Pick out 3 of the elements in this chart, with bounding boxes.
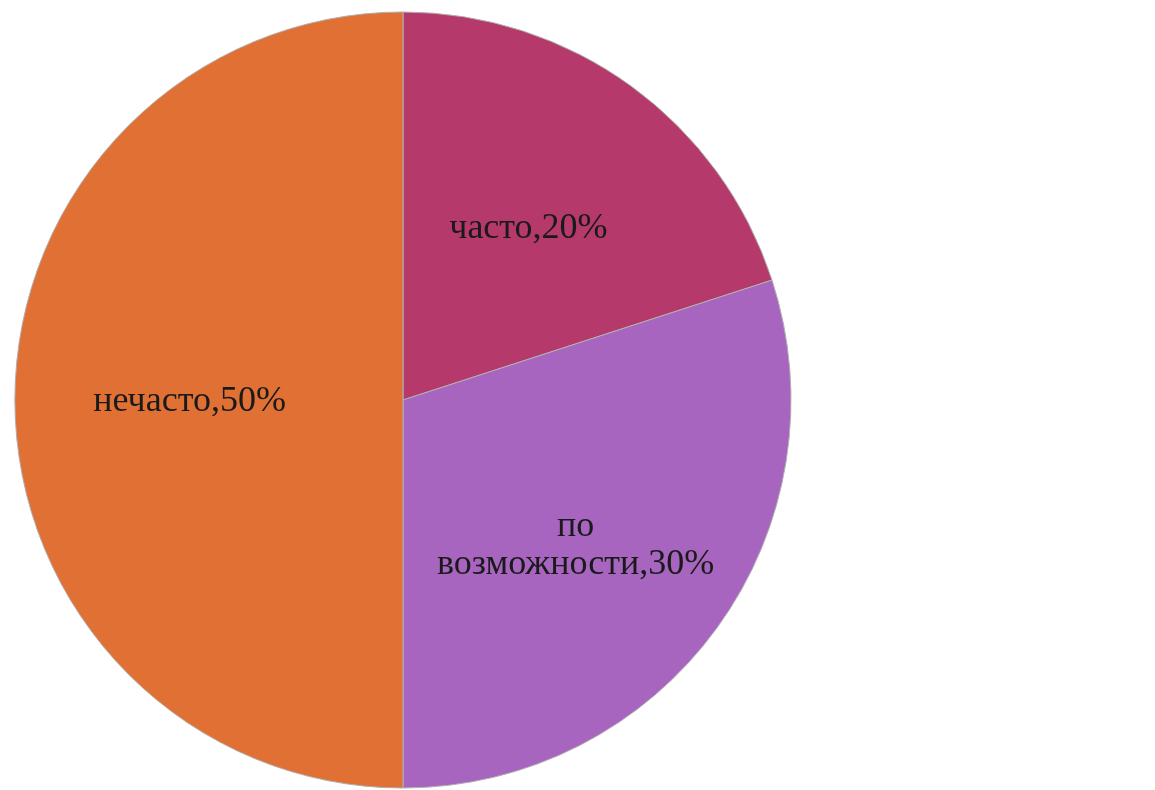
- slice-label: по возможности,30%: [436, 504, 715, 583]
- slice-label: нечасто,50%: [93, 379, 286, 419]
- slice-label: часто,20%: [449, 206, 608, 247]
